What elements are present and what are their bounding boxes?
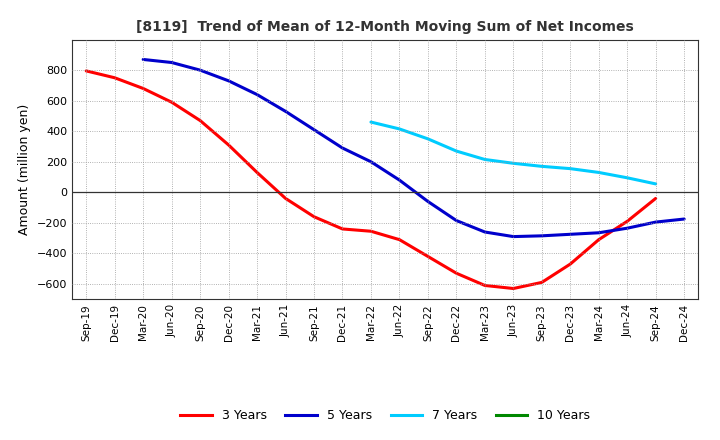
Y-axis label: Amount (million yen): Amount (million yen) (18, 104, 31, 235)
Title: [8119]  Trend of Mean of 12-Month Moving Sum of Net Incomes: [8119] Trend of Mean of 12-Month Moving … (136, 20, 634, 34)
Legend: 3 Years, 5 Years, 7 Years, 10 Years: 3 Years, 5 Years, 7 Years, 10 Years (176, 404, 595, 427)
